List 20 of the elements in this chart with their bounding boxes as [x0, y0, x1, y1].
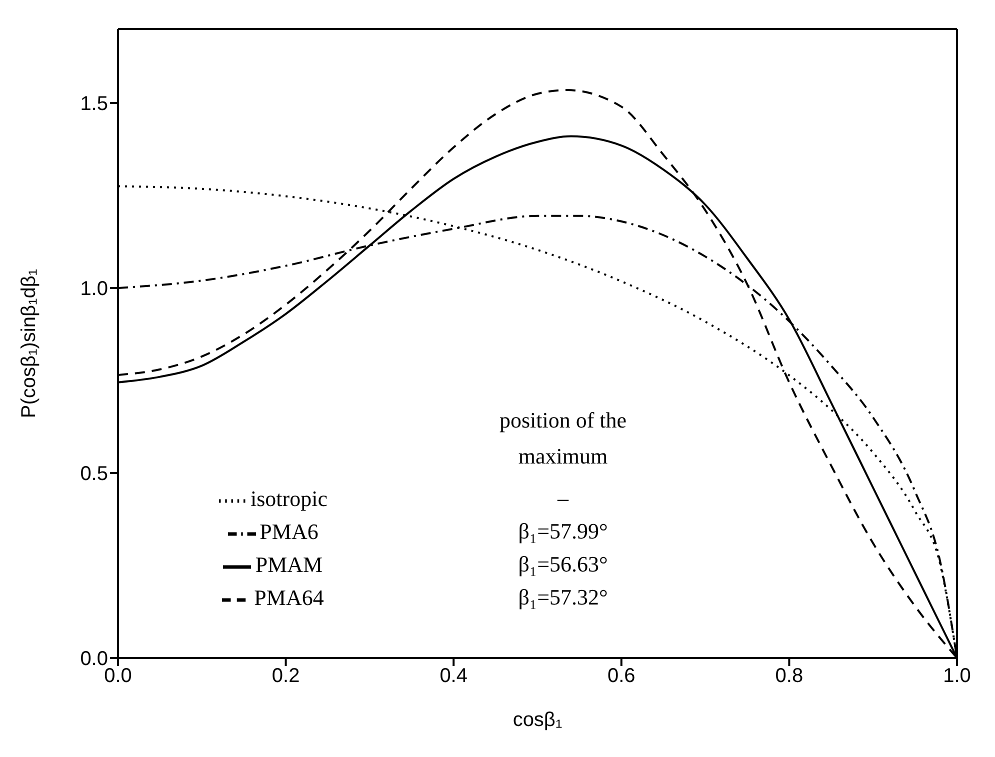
y-tick-label: 1.5	[80, 93, 108, 116]
legend-label: PMAM	[255, 552, 323, 577]
x-tick-label: 0.0	[104, 665, 132, 688]
x-axis-title: cosβ₁	[512, 709, 562, 731]
x-tick-label: 0.8	[775, 665, 804, 688]
annotation: position of the maximum	[499, 408, 627, 468]
x-tick-label: 0.4	[440, 665, 468, 688]
annotation: –	[556, 486, 570, 510]
x-tick-label: 0.6	[607, 665, 636, 688]
x-tick-label: 0.2	[272, 665, 300, 688]
y-tick-label: 0.5	[80, 463, 108, 486]
legend-label: isotropic	[250, 486, 328, 511]
annotation: β₁=57.99°	[518, 518, 608, 544]
x-tick-label: 1.0	[943, 665, 971, 688]
annotation: β₁=56.63°	[518, 552, 608, 576]
y-tick-label: 1.0	[80, 278, 108, 300]
legend-label: PMA6	[260, 519, 318, 544]
annotation: β₁=57.32°	[518, 584, 608, 610]
legend-label: PMA64	[254, 585, 324, 610]
y-axis-title: P(cosβ₁)sinβ₁dβ₁	[18, 268, 40, 418]
